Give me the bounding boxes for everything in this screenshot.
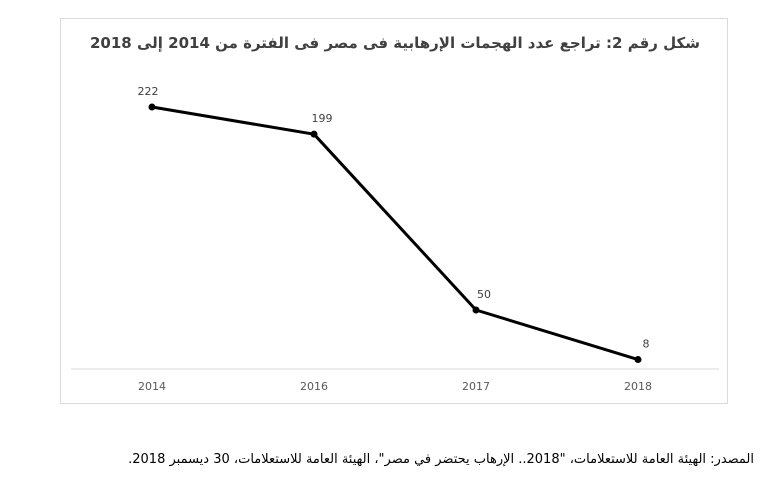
data-label: 222	[138, 85, 159, 98]
series-line	[151, 105, 639, 362]
data-labels-group: 222 199 50 8	[138, 85, 650, 351]
x-tick-label: 2016	[300, 380, 328, 393]
source-note: المصدر: الهيئة العامة للاستعلامات، "2018…	[128, 452, 754, 467]
series-line-group	[151, 105, 639, 362]
x-tick-label: 2017	[462, 380, 490, 393]
data-point	[148, 103, 156, 111]
data-point	[472, 306, 480, 314]
data-points-group	[148, 103, 642, 364]
line-chart: شكل رقم 2: تراجع عدد الهجمات الإرهابية ف…	[71, 34, 719, 393]
data-point	[310, 130, 318, 138]
data-label: 50	[477, 288, 491, 301]
x-tick-label: 2014	[138, 380, 166, 393]
data-label: 8	[643, 338, 650, 351]
data-point	[634, 356, 642, 364]
x-tick-labels-group: 2014 2016 2017 2018	[138, 380, 652, 393]
chart-title: شكل رقم 2: تراجع عدد الهجمات الإرهابية ف…	[90, 34, 700, 52]
data-label: 199	[312, 112, 333, 125]
chart-container: شكل رقم 2: تراجع عدد الهجمات الإرهابية ف…	[60, 18, 728, 404]
x-tick-label: 2018	[624, 380, 652, 393]
